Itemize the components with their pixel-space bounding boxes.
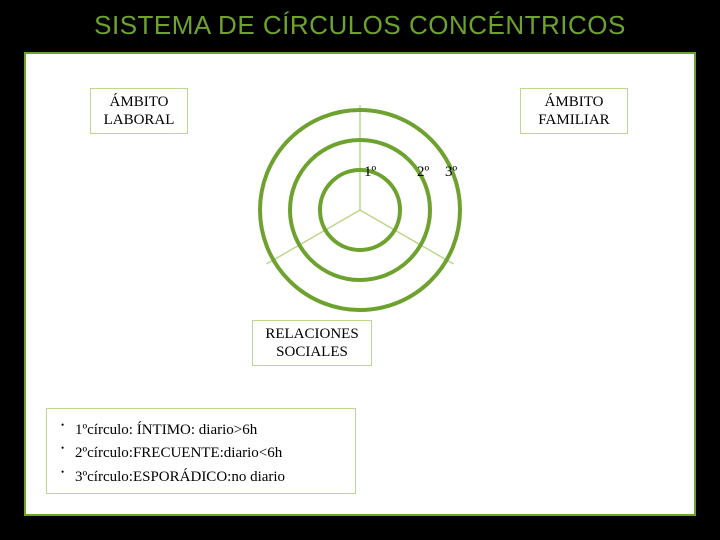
- legend-text: 3ºcírculo:ESPORÁDICO:no diario: [75, 469, 285, 485]
- box-relaciones-sociales: RELACIONES SOCIALES: [252, 320, 372, 366]
- concentric-circles: [255, 105, 465, 315]
- legend-item: •1ºcírculo: ÍNTIMO: diario>6h: [75, 419, 349, 442]
- legend-item: •2ºcírculo:FRECUENTE:diario<6h: [75, 442, 349, 465]
- legend-box: •1ºcírculo: ÍNTIMO: diario>6h •2ºcírculo…: [46, 408, 356, 494]
- box-ambito-familiar: ÁMBITO FAMILIAR: [520, 88, 628, 134]
- page-title: SISTEMA DE CÍRCULOS CONCÉNTRICOS: [0, 10, 720, 41]
- bullet-icon: •: [61, 419, 64, 433]
- legend-text: 1ºcírculo: ÍNTIMO: diario>6h: [75, 422, 257, 438]
- ring-label-2: 2º: [417, 164, 429, 181]
- bullet-icon: •: [61, 442, 64, 456]
- circles-svg: [255, 105, 465, 315]
- ring-label-3: 3º: [445, 164, 457, 181]
- bullet-icon: •: [61, 466, 64, 480]
- box-ambito-laboral: ÁMBITO LABORAL: [90, 88, 188, 134]
- legend-item: •3ºcírculo:ESPORÁDICO:no diario: [75, 466, 349, 489]
- ring-label-1: 1º: [364, 164, 376, 181]
- legend-text: 2ºcírculo:FRECUENTE:diario<6h: [75, 445, 282, 461]
